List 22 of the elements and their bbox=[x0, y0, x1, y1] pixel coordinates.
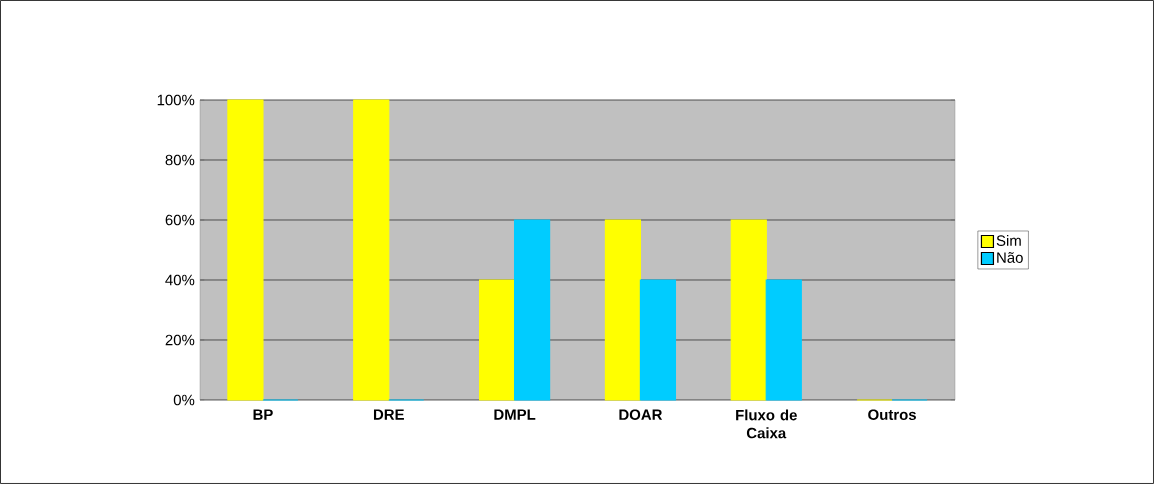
y-tick-label: 80% bbox=[165, 154, 195, 166]
bar bbox=[639, 279, 677, 401]
x-tick-label: BP bbox=[253, 409, 273, 420]
x-tick-label: Fluxo de Caixa bbox=[736, 409, 797, 439]
y-tick-label: 60% bbox=[165, 214, 195, 226]
bar bbox=[765, 279, 802, 401]
y-tick-label: 20% bbox=[165, 334, 195, 346]
y-tick-label: 0% bbox=[173, 394, 195, 406]
legend-label: Sim bbox=[996, 234, 1021, 246]
y-tick-label: 100% bbox=[157, 94, 195, 106]
y-tick-label: 40% bbox=[165, 274, 195, 286]
x-tick-label: DMPL bbox=[494, 409, 536, 420]
x-tick-label: DRE bbox=[373, 409, 404, 420]
bar bbox=[478, 279, 516, 401]
x-tick-label: Outros bbox=[868, 409, 916, 420]
x-tick-label: DOAR bbox=[619, 409, 663, 420]
bar bbox=[730, 219, 767, 401]
bar bbox=[514, 219, 551, 401]
bar bbox=[353, 99, 390, 401]
bar bbox=[604, 219, 642, 401]
bar bbox=[227, 99, 264, 401]
legend-label: Não bbox=[997, 252, 1023, 263]
